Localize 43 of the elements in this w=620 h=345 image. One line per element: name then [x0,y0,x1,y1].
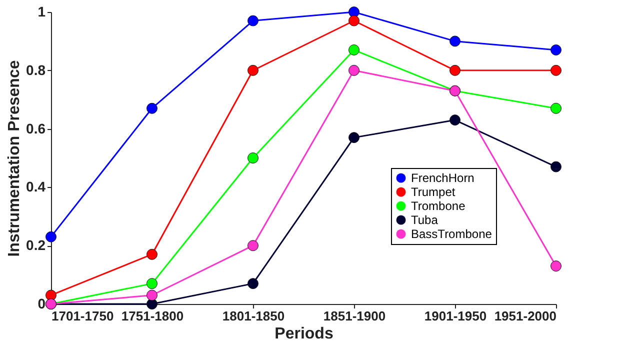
point [348,44,360,56]
y-tick-label: 0.6 [26,120,46,136]
x-tick-label: 1851-1900 [323,308,386,324]
legend-label: Trumpet [411,185,456,199]
point [146,102,158,114]
y-tick-label: 0 [38,296,46,312]
point [550,260,562,272]
point [550,64,562,76]
point [348,15,360,26]
point [146,278,158,290]
point [450,114,460,126]
x-tick-label: 1751-1800 [121,308,184,324]
y-tick-label: 0.8 [26,62,46,78]
x-axis-title: Periods [274,326,334,342]
point [248,278,258,290]
legend-label: FrenchHorn [411,171,474,185]
x-tick-label: 1801-1850 [222,308,285,324]
point [146,290,158,301]
x-tick-label: 1701-1750 [52,308,114,324]
legend-label: Tuba [411,213,438,227]
legend-label: Trombone [411,199,466,213]
point [450,64,460,76]
point [550,102,562,114]
point [348,6,360,18]
point [450,36,460,47]
point [46,231,56,242]
point [248,152,258,164]
point [248,15,258,26]
point [248,240,258,252]
point [146,298,158,310]
legend-label: BassTrombone [411,227,492,241]
x-tick-label: 1951-2000 [494,308,556,324]
point [550,161,562,172]
y-axis-title: Instrumentation Presence [6,60,24,257]
point [550,44,562,56]
y-tick-label: 1 [38,4,46,20]
point [146,248,158,260]
point [348,132,360,144]
x-tick-label: 1901-1950 [424,308,487,324]
point [248,64,258,76]
y-tick-label: 0.4 [26,178,46,195]
y-tick-label: 0.2 [26,237,46,254]
point [348,64,360,76]
